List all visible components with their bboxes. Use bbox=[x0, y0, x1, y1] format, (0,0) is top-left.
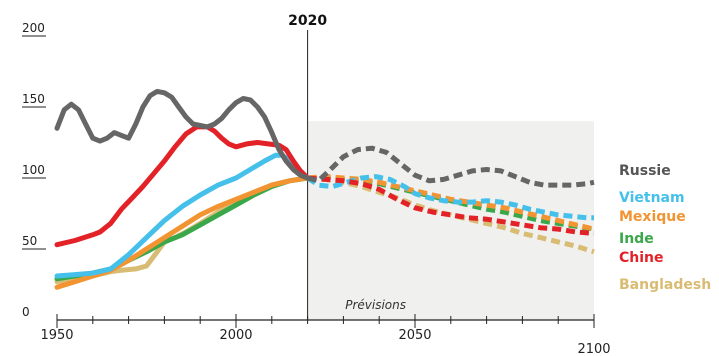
marker-label-2020: 2020 bbox=[288, 13, 327, 29]
y-tick-label: 100 bbox=[22, 163, 45, 177]
series-line-bangladesh-historical bbox=[54, 175, 311, 285]
series-line-russie-historical bbox=[54, 88, 311, 181]
forecast-shade bbox=[307, 121, 594, 320]
x-tick-label: 1950 bbox=[40, 328, 73, 343]
series-line-mexique-forecast bbox=[307, 174, 595, 232]
legend-label-bangladesh: Bangladesh bbox=[619, 277, 711, 293]
x-tick-label: 2000 bbox=[219, 328, 252, 343]
y-axis-ticks: 0 50 100 150 200 bbox=[22, 21, 46, 319]
series-line-vietnam-historical bbox=[54, 152, 311, 279]
legend-label-vietnam: Vietnam bbox=[619, 190, 685, 206]
x-tick-label: 2050 bbox=[398, 328, 431, 343]
series-line-chine-forecast bbox=[307, 175, 595, 236]
x-axis: 1950 2000 2050 2100 bbox=[40, 314, 611, 356]
x-tick-label: 2100 bbox=[577, 342, 610, 356]
y-tick-label: 0 bbox=[22, 305, 30, 319]
y-tick-label: 200 bbox=[22, 21, 45, 35]
forecast-label: Prévisions bbox=[345, 298, 406, 312]
series-line-russie-forecast bbox=[306, 145, 595, 188]
legend-label-russie: Russie bbox=[619, 163, 671, 179]
series-lines bbox=[54, 88, 595, 290]
legend: Russie Vietnam Mexique Inde Chine Bangladesh bbox=[619, 163, 711, 293]
legend-label-mexique: Mexique bbox=[619, 209, 686, 225]
legend-label-inde: Inde bbox=[619, 231, 654, 247]
legend-label-chine: Chine bbox=[619, 250, 664, 266]
y-tick-label: 50 bbox=[22, 234, 37, 248]
y-tick-label: 150 bbox=[22, 92, 45, 106]
